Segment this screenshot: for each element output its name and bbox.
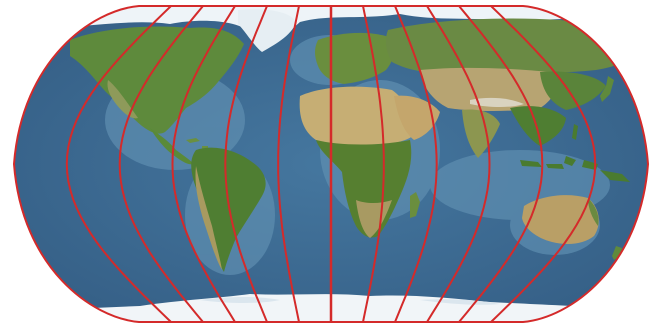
- north-america: [70, 26, 244, 134]
- australia: [522, 195, 599, 244]
- caribbean-islands: [186, 138, 208, 149]
- asia-central-dry: [420, 67, 556, 111]
- meridian-e120: [458, 5, 544, 323]
- meridian-w120: [118, 5, 204, 323]
- japan: [600, 76, 614, 102]
- south-america: [191, 147, 266, 272]
- meridian-e90: [426, 5, 491, 323]
- himalaya: [470, 97, 524, 107]
- meridian-w60: [224, 5, 268, 323]
- africa-south: [356, 200, 392, 238]
- arabian-peninsula: [394, 95, 440, 140]
- indonesia: [520, 156, 598, 170]
- meridian-w30: [277, 5, 300, 323]
- meridian-w150: [65, 5, 172, 323]
- madagascar: [410, 192, 420, 218]
- north-america-west: [107, 80, 138, 119]
- meridian-e60: [394, 5, 438, 323]
- philippines: [572, 124, 578, 140]
- india: [462, 109, 500, 158]
- africa-sahara: [299, 86, 418, 146]
- andes-dry: [195, 166, 222, 270]
- central-america: [150, 128, 194, 165]
- meridian-e30: [362, 5, 385, 323]
- new-zealand: [612, 246, 622, 260]
- southeast-asia: [510, 106, 566, 146]
- new-guinea: [600, 170, 630, 182]
- meridian-lines: [65, 5, 597, 323]
- asia-north: [385, 18, 640, 75]
- meridian-e150: [490, 5, 597, 323]
- east-asia: [540, 71, 606, 110]
- australia-coast-green: [588, 198, 599, 226]
- africa-central: [316, 140, 412, 238]
- meridian-w90: [171, 5, 236, 323]
